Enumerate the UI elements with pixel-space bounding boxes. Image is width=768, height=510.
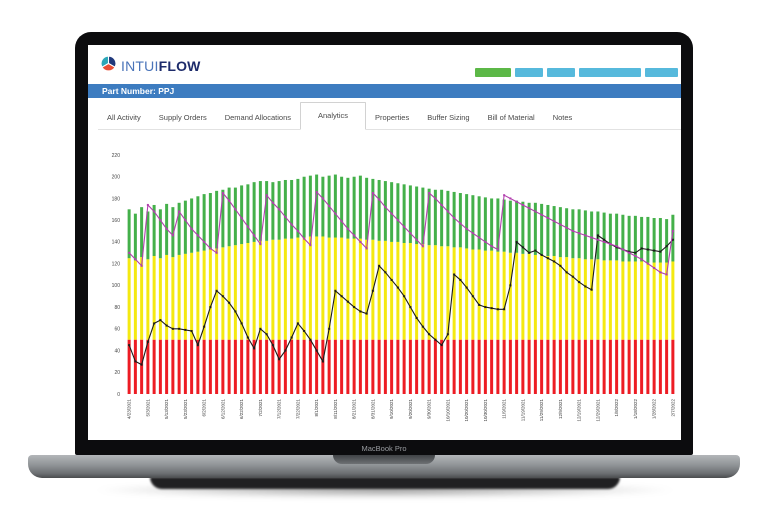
y-axis-tick: 220 [112,153,121,159]
tab-notes[interactable]: Notes [552,113,573,122]
x-axis-tick: 1/18/2022 [633,399,638,420]
tabs: All Activity Supply Orders Demand Allocati… [98,102,681,130]
x-axis-tick: 4/23/2021 [127,399,132,420]
buffer-chart: 0 20 40 60 80 100 120 140 160 180 200 220 4/23/2021 5… [112,153,676,422]
macbook-pro-label: MacBook Pro [361,444,407,453]
x-axis-tick: 6/12/2021 [220,399,225,420]
x-axis-tick: 12/29/2021 [595,399,600,422]
x-axis-tick: 8/11/2021 [333,399,338,419]
y-axis-tick: 40 [114,348,120,354]
x-axis-tick: 1/8/2022 [614,399,619,417]
tab-demand-allocations[interactable]: Demand Allocations [224,113,291,122]
x-axis-tick: 7/22/2021 [295,399,300,420]
x-axis-tick: 12/19/2021 [577,399,582,422]
x-axis-tick: 8/31/2021 [370,399,375,420]
logo-text-intui: INTUI [121,58,159,74]
logo-wordmark: INTUIFLOW [121,58,201,74]
laptop-base-underside [150,477,620,489]
y-axis-tick: 140 [112,240,121,246]
y-axis-tick: 180 [112,196,121,202]
y-axis-tick: 100 [112,283,121,289]
tab-buffer-sizing[interactable]: Buffer Sizing [427,113,470,122]
header-pill-4[interactable] [579,68,641,77]
x-axis-tick: 10/10/2021 [445,399,450,422]
x-axis-tick: 1/28/2022 [652,399,657,420]
intuiflow-logo: INTUIFLOW [100,55,201,77]
header-pill-2[interactable] [515,68,543,77]
y-axis-tick: 160 [112,218,121,224]
app-screen: INTUIFLOW Part Number: PPJ All Activity S… [88,45,681,440]
x-axis-tick: 12/9/2021 [558,399,563,420]
y-axis-tick: 200 [112,175,121,181]
tab-all-activity[interactable]: All Activity [107,113,141,122]
header-pills [475,68,678,77]
x-axis-tick: 8/21/2021 [352,399,357,420]
tab-properties[interactable]: Properties [375,113,410,122]
x-axis-tick: 2/7/2022 [670,399,675,417]
intuiflow-logo-icon [100,55,117,77]
header-pill-3[interactable] [547,68,575,77]
header-pill-5[interactable] [645,68,678,77]
tab-supply-orders[interactable]: Supply Orders [158,113,207,122]
x-axis-tick: 9/20/2021 [408,399,413,420]
y-axis-tick: 20 [114,370,120,376]
x-axis-tick: 5/23/2021 [183,399,188,420]
laptop-bezel: INTUIFLOW Part Number: PPJ All Activity S… [75,32,693,455]
header-pill-1[interactable] [475,68,511,77]
y-axis-tick: 60 [114,327,120,333]
x-axis-tick: 11/19/2021 [520,399,525,422]
x-axis-tick: 7/12/2021 [277,399,282,420]
part-number-label: Part Number: PPJ [102,86,175,96]
x-axis-tick: 8/1/2021 [314,399,319,417]
logo-text-flow: FLOW [158,58,201,74]
planning-purple-line [128,190,674,276]
laptop-base [28,455,740,478]
y-axis-tick: 80 [114,305,120,311]
y-axis-tick: 120 [112,261,121,267]
x-axis-tick: 11/29/2021 [539,399,544,422]
x-axis-tick: 5/13/2021 [164,399,169,420]
part-number-bar: Part Number: PPJ [88,84,681,98]
x-axis-tick: 11/9/2021 [502,399,507,419]
x-axis-tick: 6/22/2021 [239,399,244,420]
x-axis-tick: 10/20/2021 [464,399,469,422]
tab-analytics[interactable]: Analytics [300,102,367,130]
x-axis-tick: 5/3/2021 [145,399,150,417]
tab-bill-of-material[interactable]: Bill of Material [487,113,535,122]
x-axis-tick: 9/30/2021 [427,399,432,420]
x-axis-tick: 7/2/2021 [258,399,263,417]
x-axis-tick: 6/2/2021 [202,399,207,417]
x-axis-tick: 9/10/2021 [389,399,394,420]
laptop-lid-notch [333,455,435,464]
x-axis-tick: 10/30/2021 [483,399,488,422]
on-hand-black-line [128,234,674,366]
y-axis-tick: 0 [117,392,120,398]
